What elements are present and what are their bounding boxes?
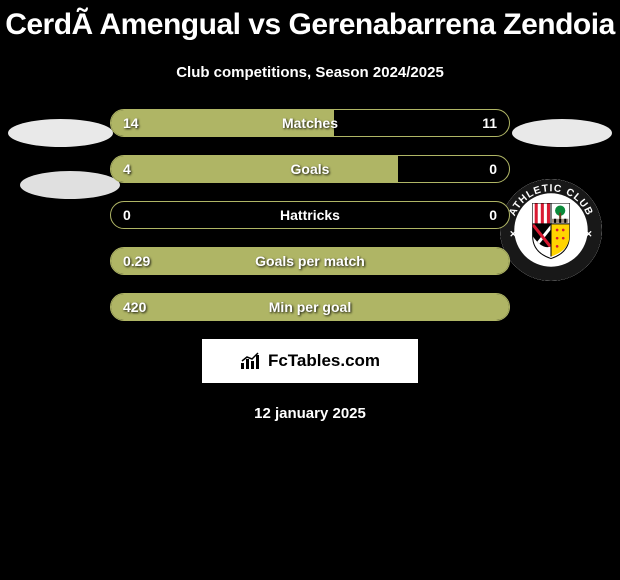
stat-value-right: 11 [470,110,509,136]
stat-row: 4Goals0 [110,155,510,183]
stat-row: 0.29Goals per match [110,247,510,275]
stat-label: Goals per match [111,248,509,274]
player1-photo-placeholder-2 [20,171,120,199]
stat-row: 420Min per goal [110,293,510,321]
club-crest-athletic-bilbao: ATHLETIC CLUB BILBAO ✕ ✕ [500,179,602,281]
date-label: 12 january 2025 [0,405,620,422]
svg-text:✕: ✕ [585,229,593,239]
stat-value-right [485,294,509,320]
stat-value-right: 0 [477,202,509,228]
comparison-panel: ATHLETIC CLUB BILBAO ✕ ✕ [0,109,620,422]
stat-value-right: 0 [477,156,509,182]
svg-text:✕: ✕ [509,229,517,239]
fctables-badge: FcTables.com [202,339,418,383]
stat-row: 0Hattricks0 [110,201,510,229]
player2-photo-placeholder [512,119,612,147]
subtitle: Club competitions, Season 2024/2025 [0,64,620,81]
stat-label: Matches [111,110,509,136]
stat-label: Min per goal [111,294,509,320]
stat-label: Goals [111,156,509,182]
stat-value-right [485,248,509,274]
page-title: CerdÃ Amengual vs Gerenabarrena Zendoia [0,0,620,42]
bars-icon [240,352,262,370]
stat-bars: 14Matches114Goals00Hattricks00.29Goals p… [110,109,510,321]
stat-row: 14Matches11 [110,109,510,137]
fctables-label: FcTables.com [268,351,380,371]
player1-photo-placeholder-1 [8,119,113,147]
stat-label: Hattricks [111,202,509,228]
